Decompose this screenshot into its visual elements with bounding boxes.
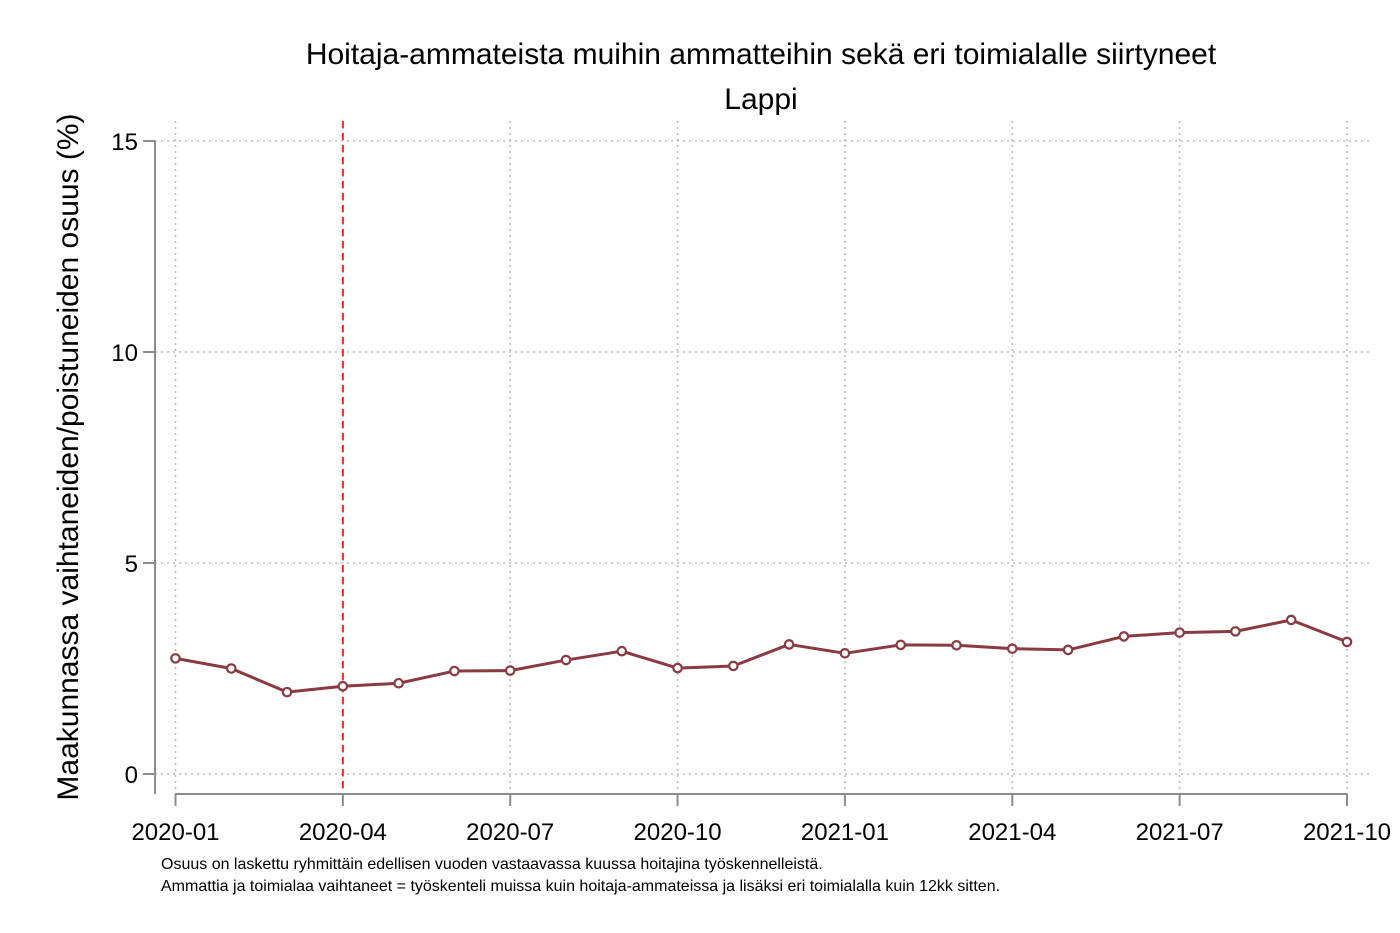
- chart-subtitle: Lappi: [724, 83, 797, 116]
- x-tick-label: 2021-07: [1136, 819, 1224, 846]
- data-point: [839, 648, 851, 659]
- chart-title: Hoitaja-ammateista muihin ammatteihin se…: [306, 38, 1217, 71]
- data-point: [1006, 643, 1018, 654]
- footnote-2: Ammattia ja toimialaa vaihtaneet = työsk…: [161, 878, 1000, 895]
- data-point: [1062, 644, 1074, 656]
- data-point: [225, 663, 237, 674]
- grid-lines: [155, 121, 1370, 794]
- data-point: [672, 662, 683, 674]
- y-tick-label: 10: [111, 340, 138, 367]
- y-tick-label: 0: [125, 762, 138, 789]
- series-group: [170, 614, 1353, 698]
- x-tick-label: 2021-01: [801, 819, 889, 846]
- x-tick-label: 2021-04: [968, 819, 1056, 846]
- data-point: [616, 645, 628, 657]
- data-point: [337, 680, 349, 692]
- x-tick-label: 2021-10: [1303, 819, 1391, 846]
- data-point: [728, 660, 739, 672]
- x-tick-label: 2020-01: [131, 819, 219, 846]
- data-point: [895, 639, 907, 651]
- data-point: [393, 677, 404, 689]
- series-line: [175, 618, 1348, 694]
- data-point: [1174, 627, 1185, 638]
- y-axis-title: Maakunnassa vaihtaneiden/poistuneiden os…: [52, 113, 85, 800]
- y-tick-label: 15: [111, 129, 138, 156]
- data-point: [1341, 636, 1353, 648]
- data-point: [783, 639, 795, 650]
- data-point: [281, 686, 293, 698]
- data-point: [951, 639, 962, 651]
- data-point: [1230, 626, 1241, 637]
- x-tick-label: 2020-04: [299, 819, 387, 846]
- data-point: [560, 654, 572, 666]
- data-point: [1118, 631, 1130, 642]
- footnote-1: Osuus on laskettu ryhmittäin edellisen v…: [161, 856, 823, 873]
- data-point: [1285, 614, 1297, 626]
- data-point: [504, 665, 516, 676]
- axes: 0 5 10 15 2020-01 2020-04 2020-07 2020-10 2021-0…: [111, 129, 1391, 846]
- y-tick-label: 5: [125, 551, 138, 578]
- x-tick-label: 2020-10: [634, 819, 722, 846]
- x-tick-label: 2020-07: [466, 819, 554, 846]
- data-point: [170, 653, 181, 664]
- data-point: [449, 665, 460, 677]
